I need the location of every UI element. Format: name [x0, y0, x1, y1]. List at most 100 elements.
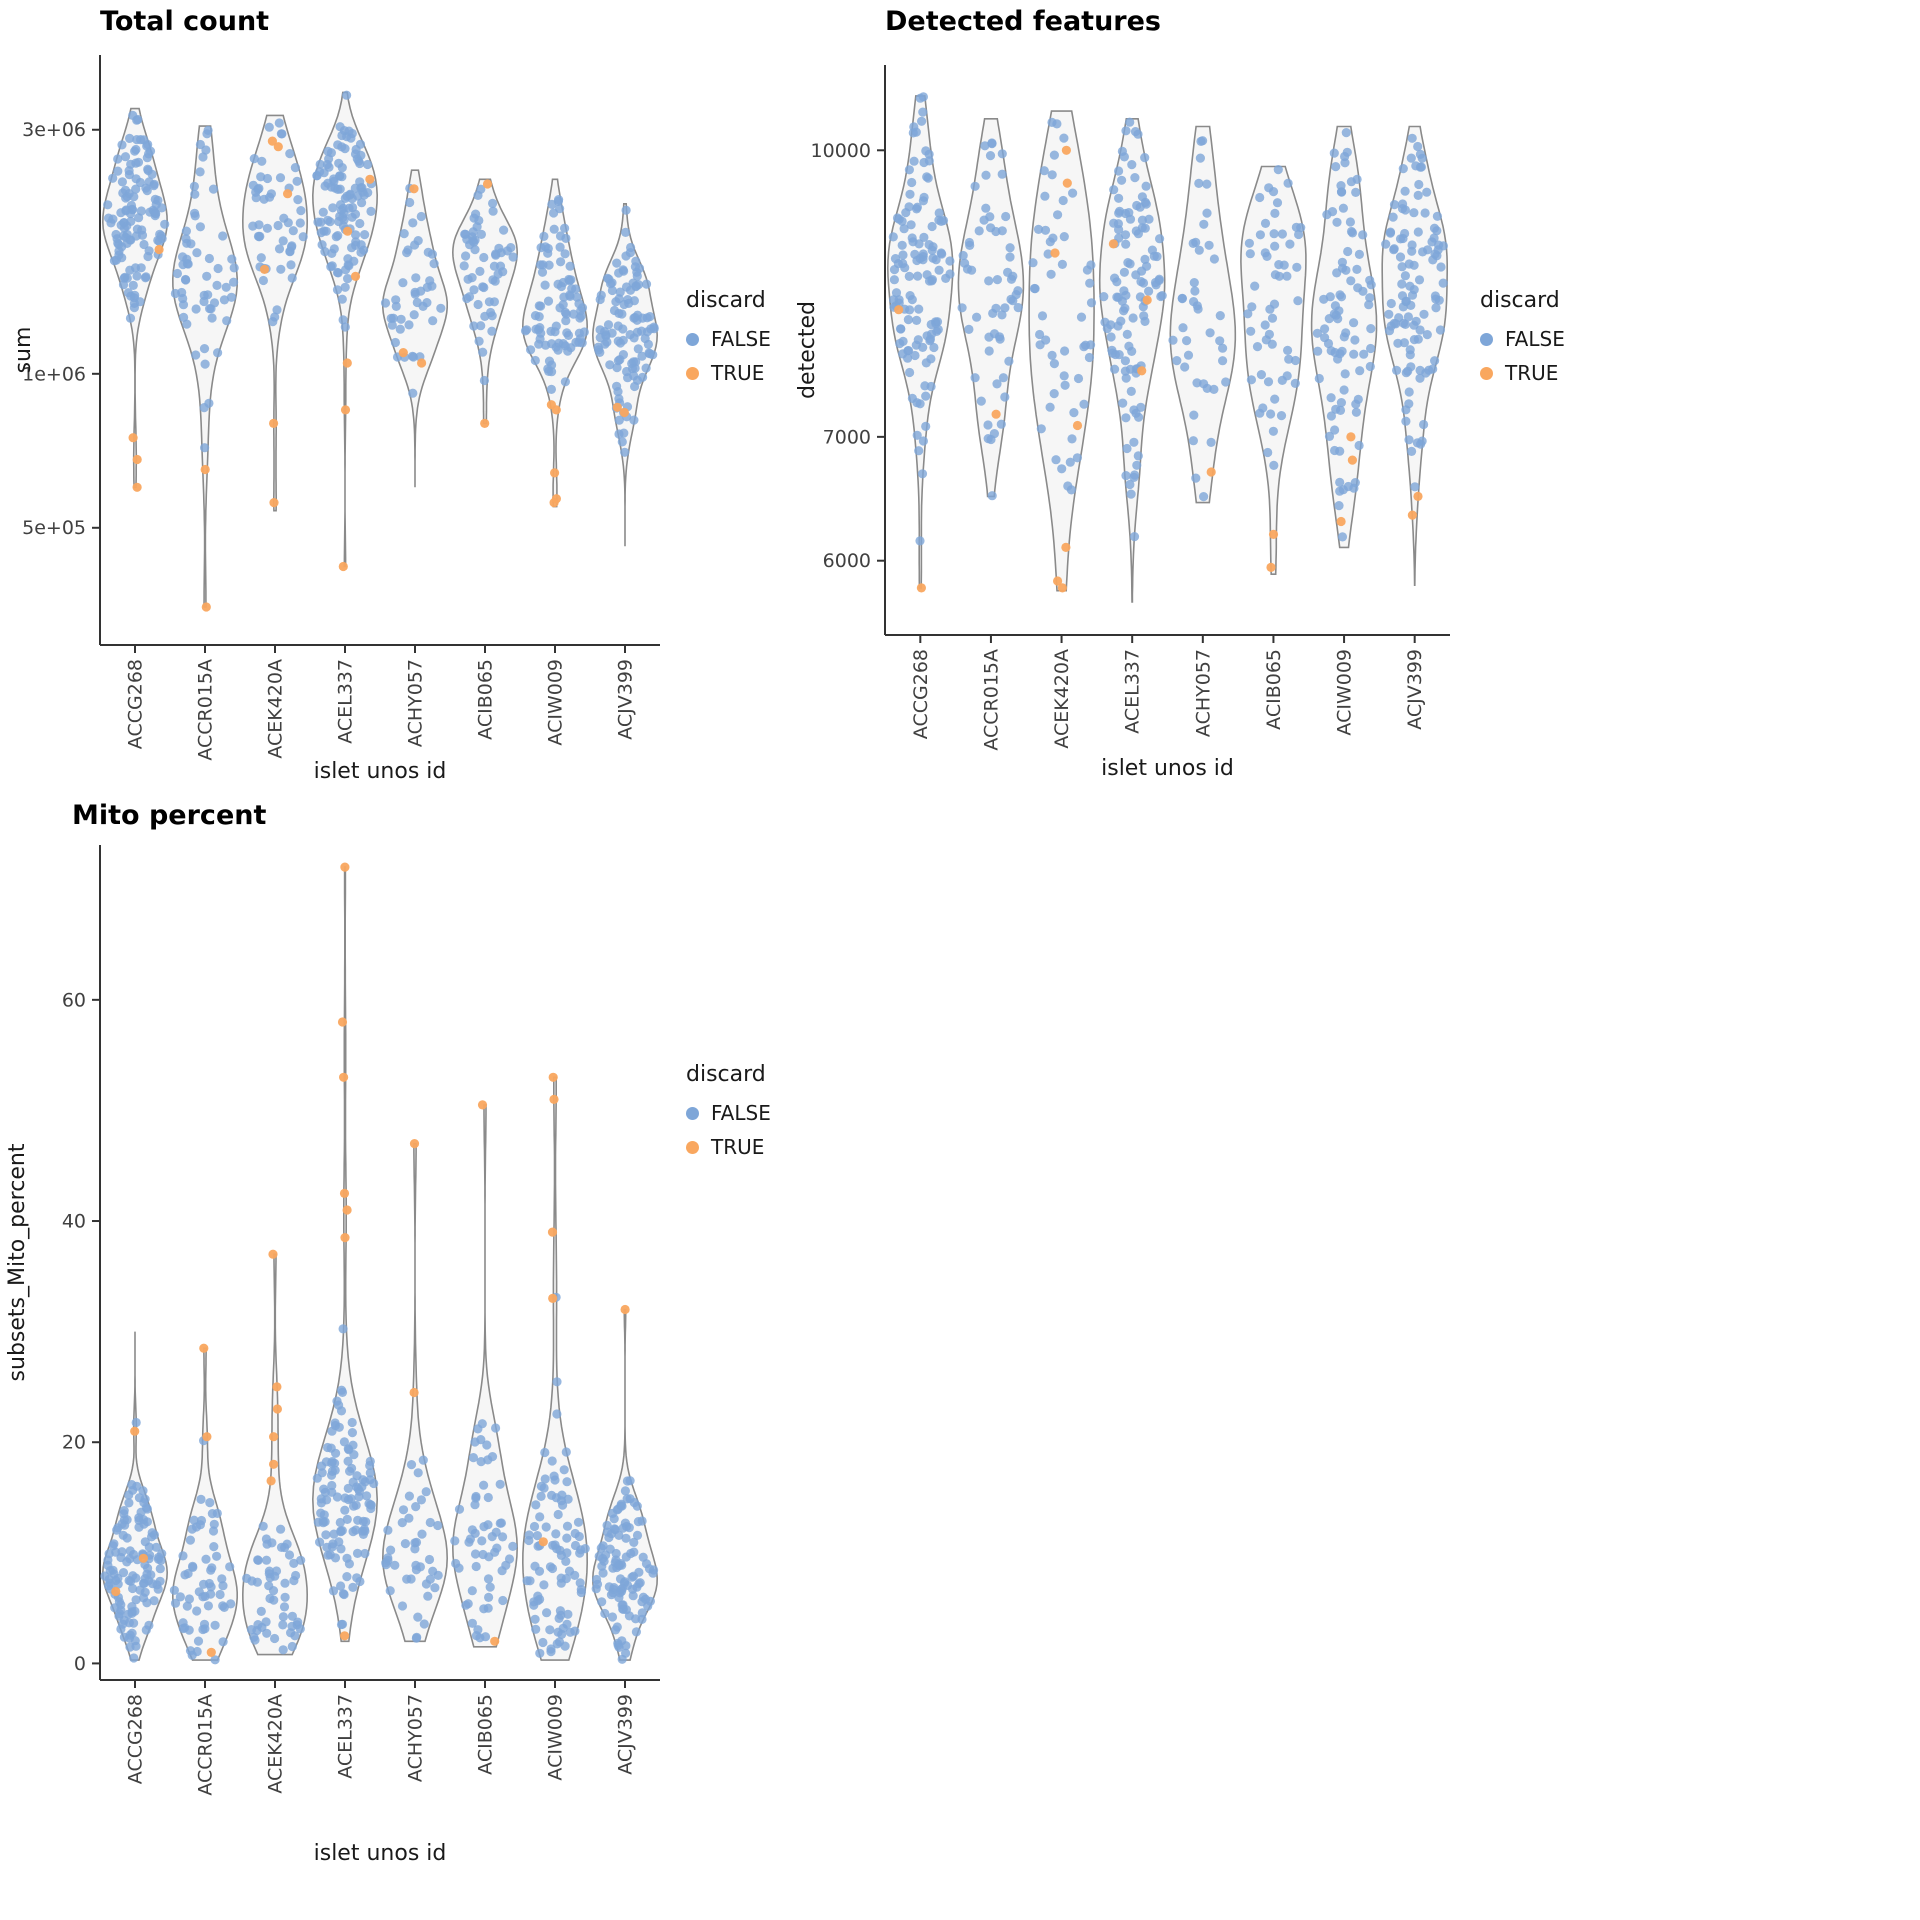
- data-point-false: [200, 443, 210, 453]
- data-point-false: [450, 1536, 460, 1546]
- data-point-false: [1262, 251, 1272, 261]
- data-point-false: [1194, 178, 1204, 188]
- data-point-false: [981, 203, 991, 213]
- data-point-false: [1059, 371, 1069, 381]
- data-point-false: [641, 279, 652, 289]
- data-point-false: [1407, 446, 1417, 456]
- data-point-false: [405, 197, 415, 208]
- data-point-false: [356, 240, 366, 250]
- data-point-false: [936, 216, 946, 226]
- data-point-false: [618, 324, 628, 334]
- data-point-false: [538, 260, 548, 270]
- data-point-false: [138, 1486, 148, 1496]
- data-point-false: [277, 129, 287, 139]
- data-point-false: [360, 1548, 370, 1559]
- data-point-false: [331, 232, 341, 242]
- data-point-false: [484, 297, 494, 307]
- data-point-false: [979, 215, 989, 225]
- data-point-false: [459, 261, 469, 271]
- data-point-true: [1266, 562, 1276, 573]
- data-point-false: [629, 371, 639, 381]
- data-point-false: [1400, 205, 1410, 215]
- data-point-false: [1128, 313, 1138, 323]
- data-point-false: [1202, 179, 1212, 189]
- data-point-false: [131, 1641, 141, 1651]
- data-point-false: [970, 373, 980, 383]
- data-point-false: [129, 1653, 139, 1663]
- data-point-false: [328, 1539, 338, 1549]
- data-point-false: [603, 273, 613, 283]
- data-point-false: [1188, 436, 1198, 446]
- data-point-false: [461, 251, 471, 261]
- data-point-false: [289, 1558, 299, 1568]
- data-point-false: [342, 1572, 352, 1582]
- data-point-false: [981, 170, 991, 180]
- data-point-false: [926, 329, 937, 339]
- data-point-true: [343, 226, 353, 236]
- data-point-false: [535, 1648, 545, 1658]
- data-point-false: [539, 1580, 549, 1590]
- data-point-false: [641, 363, 651, 373]
- data-point-false: [1049, 359, 1059, 369]
- data-point-false: [1282, 271, 1292, 281]
- data-point-false: [561, 1574, 571, 1584]
- data-point-false: [1435, 325, 1445, 335]
- data-point-false: [552, 1409, 562, 1419]
- data-point-false: [222, 316, 232, 326]
- data-point-false: [328, 203, 338, 213]
- data-point-false: [430, 1583, 440, 1593]
- data-point-false: [563, 346, 573, 356]
- data-point-false: [131, 158, 141, 168]
- data-point-true: [612, 402, 622, 412]
- data-point-false: [992, 379, 1002, 389]
- data-point-false: [139, 239, 149, 250]
- data-point-false: [340, 322, 350, 332]
- data-point-false: [1133, 129, 1143, 139]
- data-point-false: [553, 1509, 563, 1520]
- data-point-false: [1333, 354, 1343, 364]
- data-point-false: [592, 1574, 602, 1585]
- data-point-false: [397, 1601, 408, 1611]
- data-point-false: [204, 253, 214, 264]
- data-point-true: [1347, 455, 1357, 465]
- data-point-false: [894, 214, 904, 224]
- data-point-false: [390, 1560, 400, 1570]
- data-point-false: [563, 330, 574, 340]
- data-point-false: [1364, 300, 1374, 310]
- data-point-false: [1403, 312, 1413, 322]
- data-point-false: [1139, 311, 1149, 321]
- data-point-false: [296, 1555, 306, 1565]
- data-point-false: [471, 1631, 482, 1641]
- data-point-false: [1052, 119, 1062, 129]
- data-point-false: [574, 299, 584, 309]
- data-point-false: [207, 1563, 217, 1573]
- data-point-false: [1157, 291, 1167, 301]
- data-point-false: [178, 1623, 188, 1634]
- data-point-false: [560, 223, 570, 233]
- data-point-false: [1429, 233, 1439, 243]
- legend-dot-false-icon: [686, 1106, 699, 1120]
- data-point-false: [199, 290, 209, 300]
- data-point-false: [1195, 153, 1205, 163]
- data-point-false: [1284, 354, 1294, 364]
- data-point-false: [126, 216, 136, 226]
- y-axis-title: detected: [795, 301, 820, 399]
- data-point-false: [608, 1588, 618, 1598]
- data-point-false: [1261, 335, 1271, 345]
- data-point-false: [984, 346, 994, 356]
- data-point-false: [918, 342, 928, 352]
- data-point-false: [1398, 233, 1408, 244]
- data-point-false: [934, 208, 944, 218]
- data-point-true: [1206, 467, 1216, 477]
- data-point-false: [212, 1508, 222, 1518]
- data-point-false: [400, 1539, 410, 1549]
- data-point-false: [327, 1426, 337, 1436]
- data-point-false: [621, 227, 631, 237]
- legend-dot-true-icon: [1480, 366, 1493, 380]
- data-point-false: [199, 1579, 209, 1589]
- data-point-false: [229, 263, 239, 273]
- data-point-false: [1035, 329, 1045, 340]
- data-point-false: [575, 1548, 585, 1558]
- data-point-false: [996, 419, 1006, 429]
- data-point-false: [417, 1529, 427, 1539]
